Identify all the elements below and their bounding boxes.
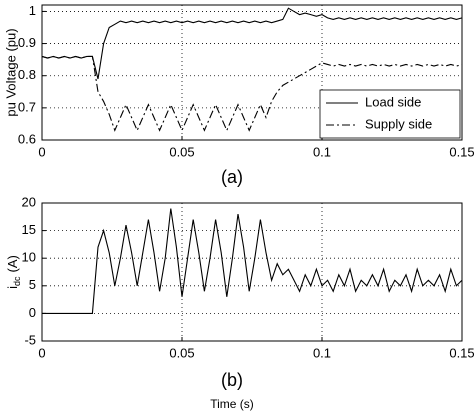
y-tick-label: 1 xyxy=(29,3,36,18)
x-tick-label: 0.05 xyxy=(169,144,194,159)
y-tick-label: 0.6 xyxy=(18,131,36,146)
x-tick-label: 0.1 xyxy=(313,144,331,159)
x-tick-label: 0.15 xyxy=(449,345,474,360)
y-axis-label-sub: dc xyxy=(12,276,22,286)
plot-frame xyxy=(41,4,463,141)
y-tick-label: 0.8 xyxy=(18,67,36,82)
data-line xyxy=(42,208,463,314)
x-tick-label: 0 xyxy=(38,345,45,360)
data-line xyxy=(41,7,463,80)
panel-caption: (b) xyxy=(221,370,243,390)
legend-label: Load side xyxy=(365,94,421,109)
legend-box xyxy=(319,89,461,139)
x-axis-label: Time (s) xyxy=(210,397,254,411)
legend-label: Supply side xyxy=(365,116,432,131)
x-tick-label: 0 xyxy=(38,144,45,159)
y-tick-label: 0.7 xyxy=(18,99,36,114)
y-axis-label: idc (A) xyxy=(5,255,22,289)
y-tick-label: 0.9 xyxy=(18,35,36,50)
y-axis-label: pu Voltage (pu) xyxy=(3,28,18,116)
plot-frame xyxy=(41,202,463,342)
y-tick-label: 5 xyxy=(29,277,36,292)
panel-caption: (a) xyxy=(221,167,243,187)
y-axis-label-unit: (A) xyxy=(5,255,20,272)
y-tick-label: -5 xyxy=(24,332,36,347)
data-line xyxy=(41,55,463,132)
y-tick-label: 0 xyxy=(29,305,36,320)
y-tick-label: 10 xyxy=(22,250,36,265)
x-tick-label: 0.15 xyxy=(449,144,474,159)
y-tick-label: 20 xyxy=(22,194,36,209)
x-tick-label: 0.1 xyxy=(313,345,331,360)
y-tick-label: 15 xyxy=(22,222,36,237)
y-axis-label-main: i xyxy=(5,286,20,289)
x-tick-label: 0.05 xyxy=(169,345,194,360)
